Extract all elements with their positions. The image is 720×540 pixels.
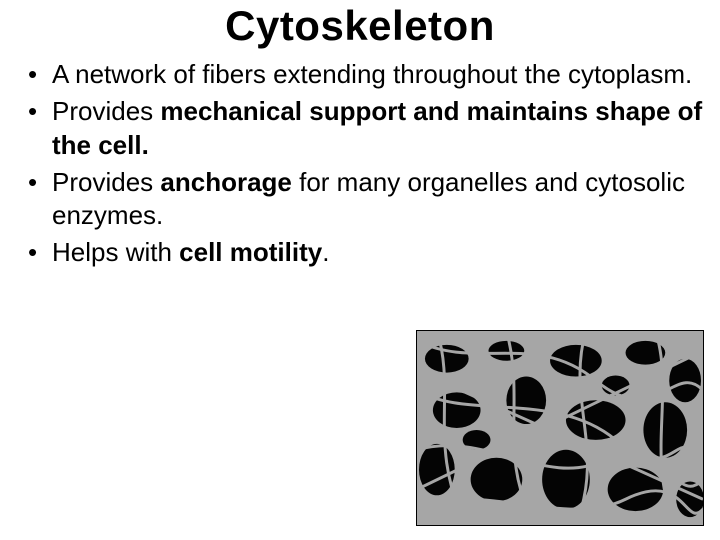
micrograph-svg [417,331,703,525]
slide: Cytoskeleton A network of fibers extendi… [0,2,720,540]
bullet-text-bold: cell motility [179,237,322,267]
slide-title: Cytoskeleton [16,2,704,50]
bullet-text-bold: anchorage [160,167,292,197]
bullet-text-post: . [322,237,329,267]
micrograph-image [416,330,704,526]
list-item: Provides anchorage for many organelles a… [24,166,704,233]
bullet-text-pre: Helps with [52,237,179,267]
micrograph-grain [417,331,703,525]
bullet-text-pre: Provides [52,167,160,197]
bullet-text-pre: Provides [52,96,160,126]
list-item: Provides mechanical support and maintain… [24,95,704,162]
list-item: A network of fibers extending throughout… [24,58,704,91]
bullet-list: A network of fibers extending throughout… [16,58,704,270]
bullet-text-pre: A network of fibers extending throughout… [52,59,692,89]
list-item: Helps with cell motility. [24,236,704,269]
